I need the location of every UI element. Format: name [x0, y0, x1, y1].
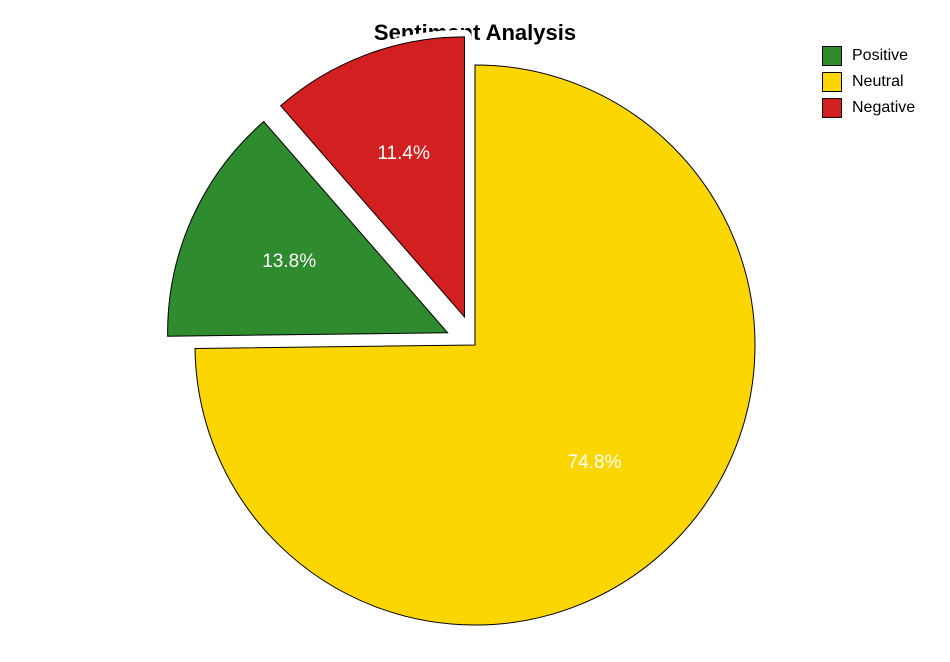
slice-label-neutral: 74.8% — [568, 452, 622, 474]
legend-label: Negative — [852, 99, 915, 117]
legend-swatch — [822, 72, 842, 92]
pie-svg — [0, 0, 950, 662]
slice-label-positive: 13.8% — [262, 251, 316, 273]
legend-label: Positive — [852, 47, 908, 65]
legend-item-neutral: Neutral — [822, 72, 915, 92]
legend-item-negative: Negative — [822, 98, 915, 118]
sentiment-pie-chart: Sentiment Analysis 74.8%13.8%11.4% Posit… — [0, 0, 950, 662]
legend-swatch — [822, 46, 842, 66]
legend-item-positive: Positive — [822, 46, 915, 66]
slice-label-negative: 11.4% — [377, 143, 429, 165]
legend-swatch — [822, 98, 842, 118]
legend: Positive Neutral Negative — [822, 46, 915, 124]
legend-label: Neutral — [852, 73, 904, 91]
